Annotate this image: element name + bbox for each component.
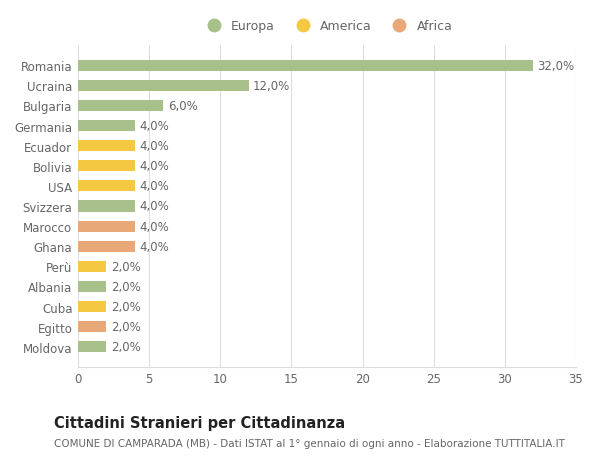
Legend: Europa, America, Africa: Europa, America, Africa <box>201 20 453 33</box>
Text: Cittadini Stranieri per Cittadinanza: Cittadini Stranieri per Cittadinanza <box>54 415 345 431</box>
Text: 4,0%: 4,0% <box>139 180 169 193</box>
Text: 4,0%: 4,0% <box>139 120 169 133</box>
Text: 4,0%: 4,0% <box>139 140 169 153</box>
Bar <box>78 261 106 272</box>
Text: 4,0%: 4,0% <box>139 160 169 173</box>
Bar <box>78 61 533 72</box>
Text: 32,0%: 32,0% <box>538 60 575 73</box>
Bar <box>78 281 106 292</box>
Text: 6,0%: 6,0% <box>167 100 197 112</box>
Text: 2,0%: 2,0% <box>111 341 140 353</box>
Bar <box>78 341 106 353</box>
Bar <box>78 141 135 152</box>
Text: 2,0%: 2,0% <box>111 280 140 293</box>
Bar <box>78 181 135 192</box>
Text: 12,0%: 12,0% <box>253 79 290 93</box>
Bar <box>78 241 135 252</box>
Bar <box>78 101 163 112</box>
Text: 4,0%: 4,0% <box>139 200 169 213</box>
Text: 2,0%: 2,0% <box>111 301 140 313</box>
Text: 4,0%: 4,0% <box>139 240 169 253</box>
Bar <box>78 221 135 232</box>
Bar <box>78 302 106 313</box>
Bar <box>78 201 135 212</box>
Bar <box>78 81 249 92</box>
Text: COMUNE DI CAMPARADA (MB) - Dati ISTAT al 1° gennaio di ogni anno - Elaborazione : COMUNE DI CAMPARADA (MB) - Dati ISTAT al… <box>54 438 565 448</box>
Bar <box>78 321 106 332</box>
Text: 4,0%: 4,0% <box>139 220 169 233</box>
Text: 2,0%: 2,0% <box>111 260 140 273</box>
Text: 2,0%: 2,0% <box>111 320 140 334</box>
Bar <box>78 161 135 172</box>
Bar <box>78 121 135 132</box>
